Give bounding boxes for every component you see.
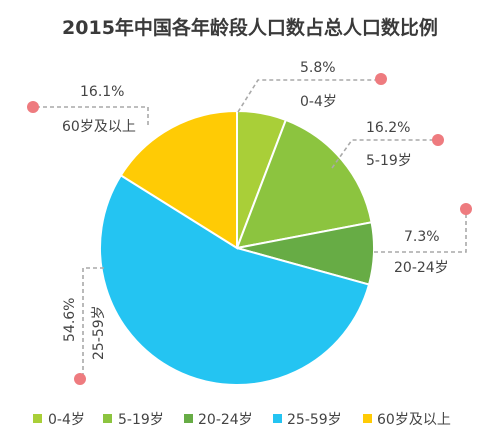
- pct-label-5-19: 16.2%: [366, 120, 410, 136]
- label-marker-60plus: [27, 101, 39, 113]
- label-marker-5-19: [432, 134, 444, 146]
- chart-title: 2015年中国各年龄段人口数占总人口数比例: [62, 16, 438, 39]
- cat-label-25-59: 25-59岁: [91, 305, 107, 360]
- legend-swatch-0-4: [33, 414, 42, 423]
- pie-slice-25-59: [99, 173, 371, 386]
- label-marker-25-59: [74, 373, 86, 385]
- legend-swatch-60plus: [363, 414, 372, 423]
- pie-slice-60plus: [119, 109, 238, 250]
- legend-swatch-5-19: [103, 414, 112, 423]
- legend-label-20-24: 20-24岁: [198, 412, 253, 428]
- pie-slices: [99, 109, 375, 386]
- label-marker-0-4: [375, 73, 387, 85]
- leader-line-25-59: [82, 267, 104, 378]
- cat-label-60plus: 60岁及以上: [62, 119, 136, 135]
- legend: 0-4岁 5-19岁 20-24岁 25-59岁 60岁及以上: [33, 412, 451, 428]
- cat-label-0-4: 0-4岁: [300, 94, 337, 110]
- leader-line-0-4: [237, 79, 378, 113]
- legend-label-25-59: 25-59岁: [287, 412, 342, 428]
- pct-label-25-59: 54.6%: [62, 298, 78, 342]
- leader-line-20-24: [374, 212, 467, 253]
- pct-label-60plus: 16.1%: [80, 84, 124, 100]
- legend-label-5-19: 5-19岁: [118, 412, 164, 428]
- cat-label-5-19: 5-19岁: [366, 153, 412, 169]
- pct-label-20-24: 7.3%: [404, 229, 440, 245]
- pie-slice-5-19: [235, 118, 373, 250]
- pct-label-0-4: 5.8%: [300, 60, 336, 76]
- label-marker-20-24: [460, 203, 472, 215]
- leader-line-60plus: [36, 106, 149, 125]
- legend-label-0-4: 0-4岁: [48, 412, 85, 428]
- cat-label-20-24: 20-24岁: [394, 260, 449, 276]
- legend-label-60plus: 60岁及以上: [377, 412, 451, 428]
- legend-swatch-25-59: [273, 414, 282, 423]
- legend-swatch-20-24: [184, 414, 193, 423]
